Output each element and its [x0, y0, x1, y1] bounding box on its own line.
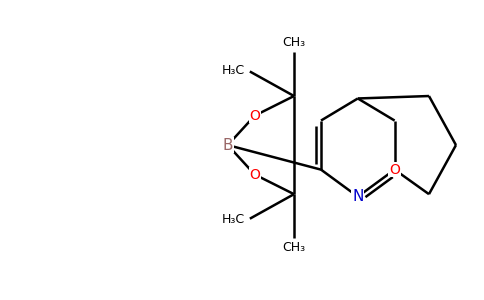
- Text: CH₃: CH₃: [283, 241, 305, 254]
- Text: H₃C: H₃C: [222, 213, 245, 226]
- Text: B: B: [223, 138, 233, 153]
- Text: O: O: [249, 109, 260, 123]
- Text: O: O: [249, 167, 260, 182]
- Text: CH₃: CH₃: [283, 36, 305, 50]
- Text: H₃C: H₃C: [222, 64, 245, 77]
- Text: N: N: [352, 189, 363, 204]
- Text: O: O: [389, 163, 400, 177]
